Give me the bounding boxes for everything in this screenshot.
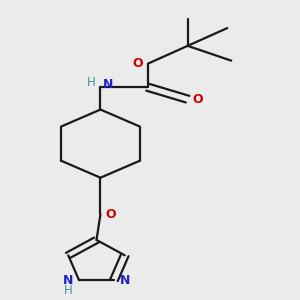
Text: N: N xyxy=(102,78,113,91)
Text: N: N xyxy=(63,274,73,286)
Text: O: O xyxy=(133,57,143,70)
Text: H: H xyxy=(64,284,72,297)
Text: N: N xyxy=(120,274,130,286)
Text: O: O xyxy=(105,208,116,221)
Text: H: H xyxy=(87,76,95,89)
Text: O: O xyxy=(192,93,203,106)
